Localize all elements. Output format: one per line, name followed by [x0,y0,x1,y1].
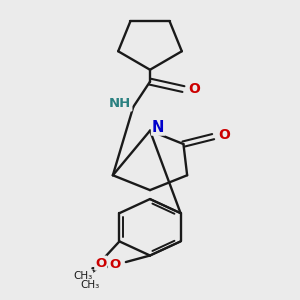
Text: O: O [95,256,106,270]
Text: CH₃: CH₃ [74,271,93,281]
Text: O: O [109,258,120,271]
Text: O: O [189,82,200,96]
Text: CH₃: CH₃ [80,280,99,290]
Text: NH: NH [109,98,131,110]
Text: O: O [218,128,230,142]
Text: N: N [152,120,164,135]
